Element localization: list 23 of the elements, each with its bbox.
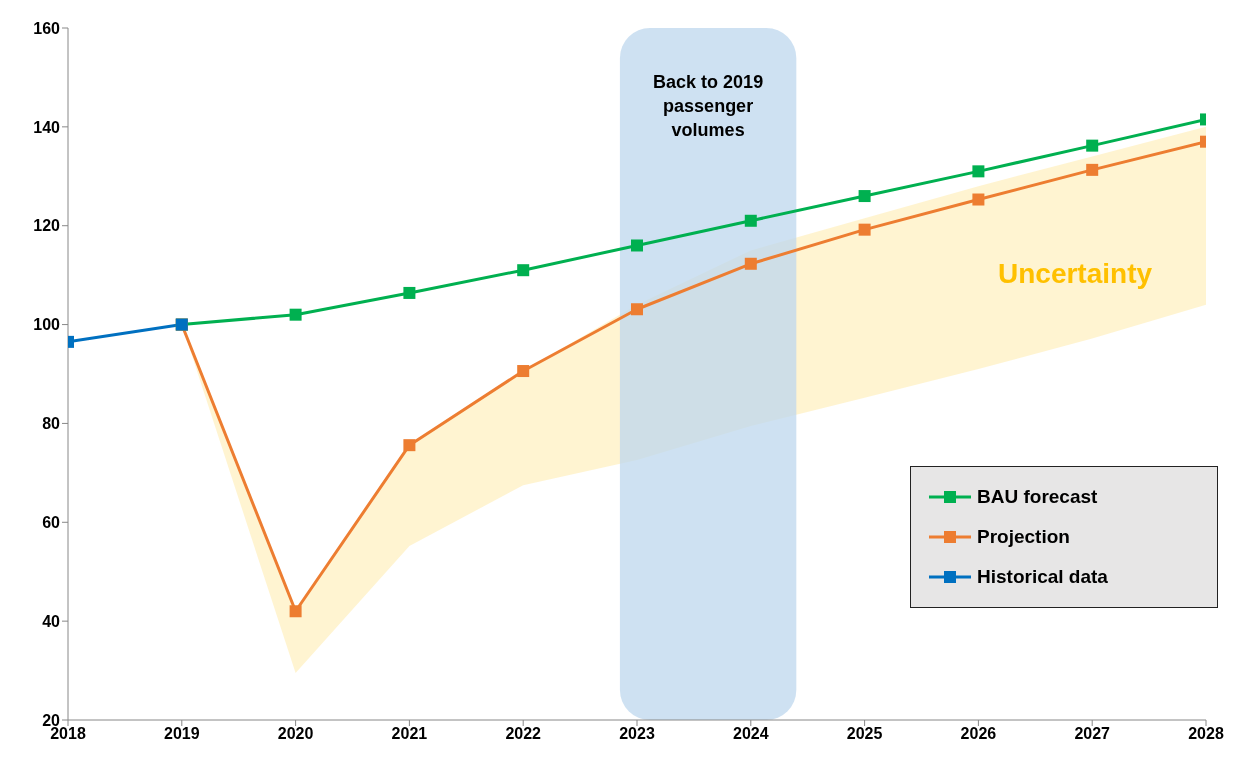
y-tick-label: 140 [33, 118, 61, 136]
x-tick-label: 2020 [277, 725, 314, 743]
band-label: Back to 2019 passenger volumes [653, 72, 764, 140]
x-tick-label: 2026 [960, 725, 997, 743]
x-tick-label: 2022 [505, 725, 542, 743]
y-tick-label: 80 [42, 415, 61, 433]
x-tick-label: 2021 [391, 725, 428, 743]
x-tick-label: 2025 [846, 725, 883, 743]
x-tick-label: 2024 [733, 725, 769, 743]
x-tick-label: 2023 [619, 725, 655, 743]
x-tick-label: 2028 [1188, 725, 1224, 743]
x-tick-label: 2027 [1074, 725, 1111, 743]
y-tick-label: 160 [33, 19, 61, 37]
y-tick-label: 60 [42, 513, 61, 531]
legend-label: BAU forecast [977, 486, 1098, 508]
legend-label: Historical data [977, 566, 1108, 588]
x-tick-label: 2019 [164, 725, 200, 743]
legend-label: Projection [977, 526, 1070, 548]
annotation: Uncertainty [998, 258, 1153, 290]
y-tick-label: 40 [42, 612, 61, 630]
y-tick-label: 100 [33, 316, 61, 334]
x-tick-label: 2018 [50, 725, 86, 743]
y-tick-label: 120 [33, 217, 61, 235]
